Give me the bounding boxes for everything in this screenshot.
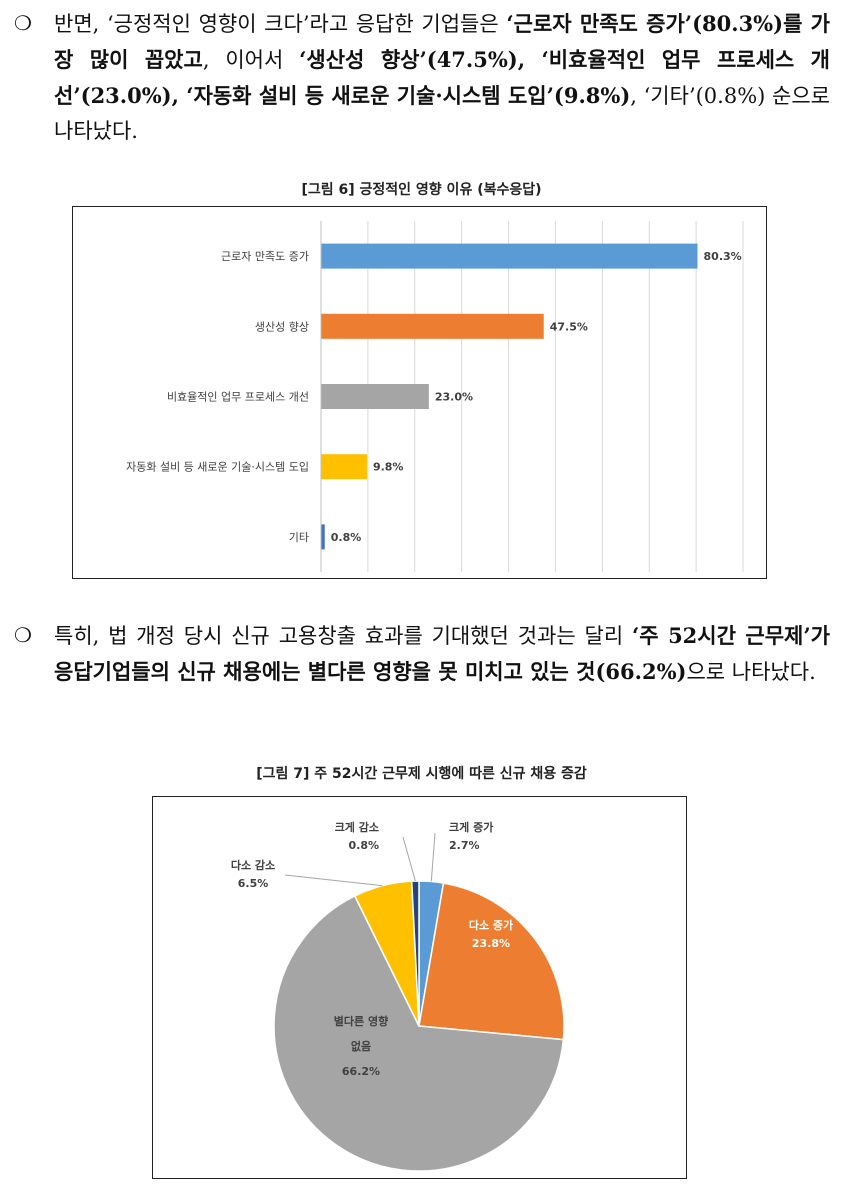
figure-7-title: [그림 7] 주 52시간 근무제 시행에 따른 신규 채용 증감 [256, 766, 587, 782]
leader-line [430, 832, 436, 882]
pie-value-label: 23.8% [472, 937, 510, 950]
bar-category-label: 비효율적인 업무 프로세스 개선 [167, 391, 309, 404]
pie-value-label: 2.7% [449, 839, 480, 852]
bar-0 [321, 243, 698, 269]
figure-7-chart: 크게 증가 2.7% 크게 감소 0.8% 다소 감소 6.5% 다소 증가 23.8% 별다른… [152, 796, 687, 1179]
bar-1 [321, 313, 544, 339]
pie-slice-2 [273, 894, 565, 1172]
pie-category-label: 다소 증가 [469, 918, 513, 932]
para2-run-2: 으로 나타났다. [686, 660, 816, 684]
para1-run-3: ‘생산성 향상’(47.5%), ‘비효율적인 업무 프로세스 개선’(23.0… [54, 47, 830, 108]
bar-category-label: 근로자 만족도 증가 [221, 250, 309, 263]
pie-slice-1 [418, 882, 565, 1041]
pie-label-1: 다소 증가 23.8% [469, 918, 513, 950]
bar-3 [321, 454, 367, 480]
para1-run-4: , ‘기타’(0.8%) 순으로 나타났다. [54, 84, 830, 143]
pie-slice-4 [410, 880, 420, 1027]
bar-value-label: 0.8% [331, 531, 362, 544]
bar-category-label: 기타 [289, 531, 309, 544]
pie-label-4: 크게 감소 0.8% [335, 820, 379, 852]
bar-value-label: 47.5% [550, 320, 588, 333]
pie-category-label: 다소 감소 [231, 858, 275, 872]
pie-category-label: 별다른 영향 [334, 1014, 388, 1028]
pie-value-label: 0.8% [348, 839, 379, 852]
bar-category-label: 생산성 향상 [255, 320, 309, 333]
leader-line [402, 836, 416, 882]
pie-category-label: 없음 [351, 1040, 371, 1053]
pie-category-label: 크게 증가 [449, 820, 493, 834]
para2-run-1: ‘주 52시간 근무제’가 응답기업들의 신규 채용에는 별다른 영향을 못 미… [54, 623, 830, 684]
circle-bullet-icon: ❍ [14, 11, 32, 35]
figure-6-title: [그림 6] 긍정적인 영향 이유 (복수응답) [301, 182, 542, 198]
pie-label-0: 크게 증가 2.7% [449, 820, 493, 852]
bar-4 [321, 524, 325, 550]
bar-2 [321, 384, 429, 409]
pie-label-3: 다소 감소 6.5% [231, 858, 275, 890]
pie-value-label: 66.2% [342, 1065, 380, 1078]
leader-line [284, 874, 383, 887]
bar-chart-svg: 근로자 만족도 증가 80.3% 생산성 향상 47.5% 비효율적인 업무 프로세스 … [126, 221, 744, 572]
paragraph-1-text: 반면, ‘긍정적인 영향이 크다’라고 응답한 기업들은 ‘근로자 만족도 증가… [54, 6, 830, 149]
pie-value-label: 6.5% [238, 877, 269, 890]
para1-run-1: ‘근로자 만족도 증가’(80.3%)를 가장 많이 꼽았고 [54, 11, 830, 72]
para1-run-2: , 이어서 [202, 48, 300, 72]
paragraph-1: ❍ 반면, ‘긍정적인 영향이 크다’라고 응답한 기업들은 ‘근로자 만족도 … [14, 6, 830, 149]
pie-category-label: 크게 감소 [335, 820, 379, 834]
circle-bullet-icon: ❍ [14, 623, 32, 647]
figure-6-chart: 근로자 만족도 증가 80.3% 생산성 향상 47.5% 비효율적인 업무 프로세스 … [72, 206, 767, 579]
bar-value-label: 9.8% [373, 461, 404, 474]
paragraph-2-text: 특히, 법 개정 당시 신규 고용창출 효과를 기대했던 것과는 달리 ‘주 5… [54, 618, 830, 690]
bar-value-label: 80.3% [704, 250, 742, 263]
para1-run-0: 반면, ‘긍정적인 영향이 크다’라고 응답한 기업들은 [54, 12, 507, 36]
para2-run-0: 특히, 법 개정 당시 신규 고용창출 효과를 기대했던 것과는 달리 [54, 624, 632, 648]
bar-category-label: 자동화 설비 등 새로운 기술·시스템 도입 [126, 461, 309, 474]
pie-chart-svg: 크게 증가 2.7% 크게 감소 0.8% 다소 감소 6.5% 다소 증가 23.8% 별다른… [231, 820, 565, 1172]
bar-value-label: 23.0% [435, 391, 473, 404]
paragraph-2: ❍ 특히, 법 개정 당시 신규 고용창출 효과를 기대했던 것과는 달리 ‘주… [14, 618, 830, 690]
